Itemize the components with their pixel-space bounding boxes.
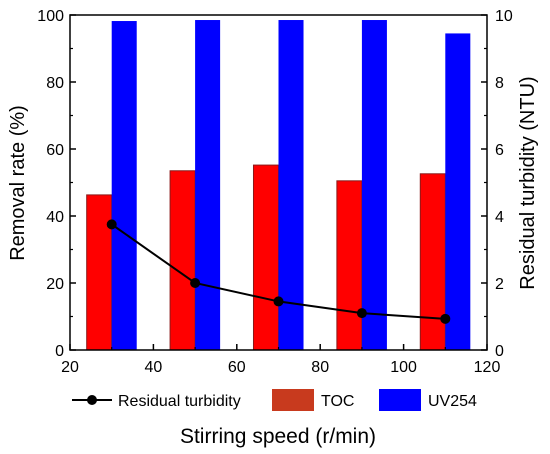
y-left-tick-label: 80 xyxy=(46,75,64,92)
y-right-tick-label: 4 xyxy=(495,209,504,226)
y-left-tick-label: 20 xyxy=(46,276,64,293)
x-tick-label: 40 xyxy=(145,359,163,376)
uv254-bar xyxy=(195,20,221,351)
y-left-tick-label: 40 xyxy=(46,209,64,226)
turbidity-point xyxy=(273,296,284,307)
y-axis-label-right: Residual turbidity (NTU) xyxy=(517,76,539,289)
uv254-bar xyxy=(445,33,471,351)
turbidity-point xyxy=(440,313,451,324)
x-tick-label: 20 xyxy=(61,359,79,376)
y-axis-label-left: Removal rate (%) xyxy=(7,105,29,261)
legend-label: UV254 xyxy=(428,393,477,410)
x-axis-label: Stirring speed (r/min) xyxy=(180,425,376,448)
legend-label: Residual turbidity xyxy=(118,393,241,410)
y-left-tick-label: 0 xyxy=(55,343,64,360)
legend-swatch-uv254 xyxy=(379,389,421,411)
legend-swatch-toc xyxy=(272,389,314,411)
y-right-tick-label: 10 xyxy=(495,8,513,25)
turbidity-point xyxy=(190,278,201,288)
toc-bar xyxy=(419,173,446,351)
x-tick-label: 80 xyxy=(311,359,329,376)
legend-marker xyxy=(87,395,97,405)
toc-bar xyxy=(336,180,363,351)
legend: Residual turbidity TOC UV254 xyxy=(72,389,477,411)
y-right-tick-label: 2 xyxy=(495,276,504,293)
toc-bar xyxy=(86,194,113,351)
y-left-tick-label: 60 xyxy=(46,142,64,159)
toc-bar xyxy=(169,170,196,351)
y-right-tick-label: 8 xyxy=(495,75,504,92)
y-right-tick-label: 0 xyxy=(495,343,504,360)
turbidity-line-layer xyxy=(106,219,451,324)
x-tick-label: 100 xyxy=(390,359,417,376)
turbidity-point xyxy=(106,219,117,230)
legend-label: TOC xyxy=(321,393,354,410)
uv254-bar xyxy=(278,20,304,351)
bars-layer xyxy=(86,20,471,351)
y-right-tick-label: 6 xyxy=(495,142,504,159)
turbidity-point xyxy=(356,308,367,319)
x-tick-label: 60 xyxy=(228,359,246,376)
uv254-bar xyxy=(111,21,137,351)
toc-bar xyxy=(252,164,279,351)
uv254-bar xyxy=(361,20,387,351)
y-left-tick-label: 100 xyxy=(37,8,64,25)
x-tick-label: 120 xyxy=(474,359,501,376)
